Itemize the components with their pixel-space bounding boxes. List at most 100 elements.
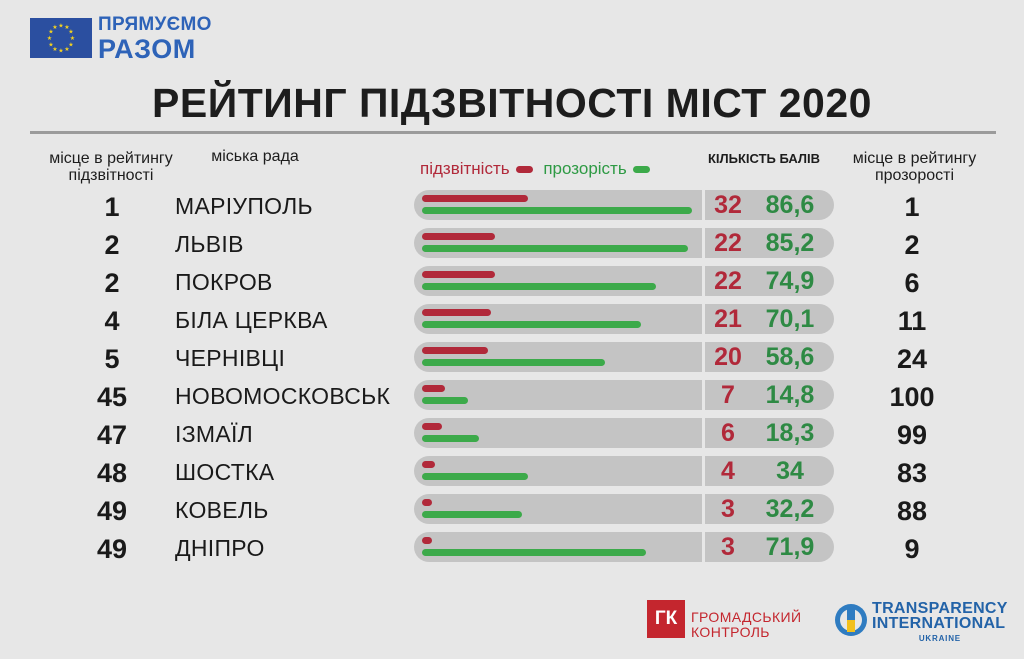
svg-text:★: ★ (58, 48, 63, 55)
bar-track (414, 494, 834, 524)
transparency-rank: 83 (896, 458, 928, 488)
accountability-score: 3 (721, 495, 735, 523)
accountability-rank: 2 (104, 268, 120, 298)
transparency-score: 32,2 (765, 495, 815, 523)
city-name: КОВЕЛЬ (175, 497, 269, 523)
city-name: БІЛА ЦЕРКВА (175, 307, 328, 333)
bar-track-separator (702, 494, 705, 524)
city-name: ІЗМАЇЛ (175, 421, 254, 447)
svg-text:★: ★ (47, 35, 52, 42)
accountability-rank: 5 (104, 344, 120, 374)
transparency-rank: 100 (889, 382, 935, 412)
transparency-bar (422, 207, 693, 214)
accountability-score: 7 (721, 381, 735, 409)
ti-line-2: INTERNATIONAL (872, 615, 1006, 632)
transparency-bar (422, 245, 688, 252)
bar-track-separator (702, 190, 705, 220)
transparency-rank: 99 (896, 420, 928, 450)
bar-track-separator (702, 380, 705, 410)
accountability-score: 22 (714, 229, 742, 257)
gk-line-1: ГРОМАДСЬКИЙ (691, 609, 802, 625)
accountability-rank: 2 (104, 230, 120, 260)
bar-track-separator (702, 304, 705, 334)
gk-logo-mark: ГК (647, 600, 685, 638)
chart-title: РЕЙТИНГ ПІДЗВІТНОСТІ МІСТ 2020 (152, 80, 872, 126)
eu-flag-logo: ★ ★ ★ ★ ★ ★ ★ ★ ★ ★ ★ ★ (30, 18, 92, 58)
bar-track (414, 456, 834, 486)
svg-text:★: ★ (48, 42, 53, 49)
transparency-bar (422, 283, 656, 290)
transparency-score: 86,6 (765, 191, 815, 219)
transparency-rank: 6 (904, 268, 920, 298)
transparency-international-icon (835, 604, 867, 636)
legend-accountability-swatch (515, 166, 533, 174)
bar-track (414, 380, 834, 410)
transparency-rank: 1 (904, 192, 920, 222)
legend-transparency-swatch (632, 166, 650, 174)
transparency-score: 71,9 (765, 533, 815, 561)
bar-track-separator (702, 266, 705, 296)
accountability-rank: 45 (96, 382, 128, 412)
city-council-header: міська рада (211, 148, 299, 165)
transparency-bar (422, 549, 647, 556)
accountability-score: 21 (714, 305, 742, 333)
ti-line-1: TRANSPARENCY (872, 600, 1008, 617)
svg-text:★: ★ (52, 24, 57, 31)
transparency-score: 18,3 (765, 419, 815, 447)
transparency-bar (422, 435, 480, 442)
accountability-bar (422, 309, 492, 316)
svg-text:★: ★ (64, 46, 69, 53)
score-header: КІЛЬКІСТЬ БАЛІВ (707, 151, 821, 166)
accountability-bar (422, 347, 488, 354)
transparency-score: 74,9 (765, 267, 815, 295)
transparency-rank: 88 (896, 496, 928, 526)
transparency-score: 70,1 (765, 305, 815, 333)
bar-track-separator (702, 456, 705, 486)
accountability-bar (422, 385, 446, 392)
accountability-bar (422, 233, 495, 240)
city-name: ЧЕРНІВЦІ (175, 345, 286, 371)
brand-line-1: ПРЯМУЄМО (98, 14, 212, 35)
transparency-bar (422, 359, 605, 366)
accountability-rank: 49 (96, 496, 128, 526)
bar-track-separator (702, 342, 705, 372)
svg-text:★: ★ (68, 29, 73, 36)
bar-track-separator (702, 228, 705, 258)
bar-track-separator (702, 418, 705, 448)
legend-transparency-label: прозорість (543, 159, 627, 178)
svg-text:★: ★ (70, 35, 75, 42)
bar-track-separator (702, 532, 705, 562)
transparency-rank: 11 (897, 306, 927, 336)
gk-line-2: КОНТРОЛЬ (691, 624, 770, 640)
brand-line-2: РАЗОМ (98, 34, 196, 64)
accountability-score: 6 (721, 419, 735, 447)
transparency-score: 34 (776, 457, 804, 485)
transparency-rank: 2 (904, 230, 920, 260)
city-name: НОВОМОСКОВСЬК (175, 383, 391, 409)
svg-text:★: ★ (58, 23, 63, 30)
transparency-bar (422, 511, 523, 518)
accountability-bar (422, 537, 432, 544)
transparency-score: 58,6 (765, 343, 815, 371)
transparency-rank: 9 (904, 534, 920, 564)
svg-text:★: ★ (52, 46, 57, 53)
brand-logo: ПРЯМУЄМО РАЗОМ (98, 15, 212, 63)
accountability-bar (422, 195, 528, 202)
transparency-bar (422, 321, 641, 328)
transparency-score: 14,8 (765, 381, 815, 409)
city-name: МАРІУПОЛЬ (175, 193, 313, 219)
transparency-bar (422, 397, 469, 404)
svg-text:★: ★ (68, 42, 73, 49)
accountability-score: 4 (721, 457, 735, 485)
svg-text:★: ★ (48, 29, 53, 36)
accountability-rank: 1 (104, 192, 120, 222)
accountability-score: 3 (721, 533, 735, 561)
transparency-rank: 24 (896, 344, 928, 374)
bar-track (414, 532, 834, 562)
city-name: ДНІПРО (175, 535, 265, 561)
accountability-bar (422, 423, 442, 430)
ti-line-3: UKRAINE (918, 634, 961, 643)
accountability-bar (422, 499, 432, 506)
city-name: ЛЬВІВ (175, 231, 244, 257)
transparency-score: 85,2 (765, 229, 815, 257)
